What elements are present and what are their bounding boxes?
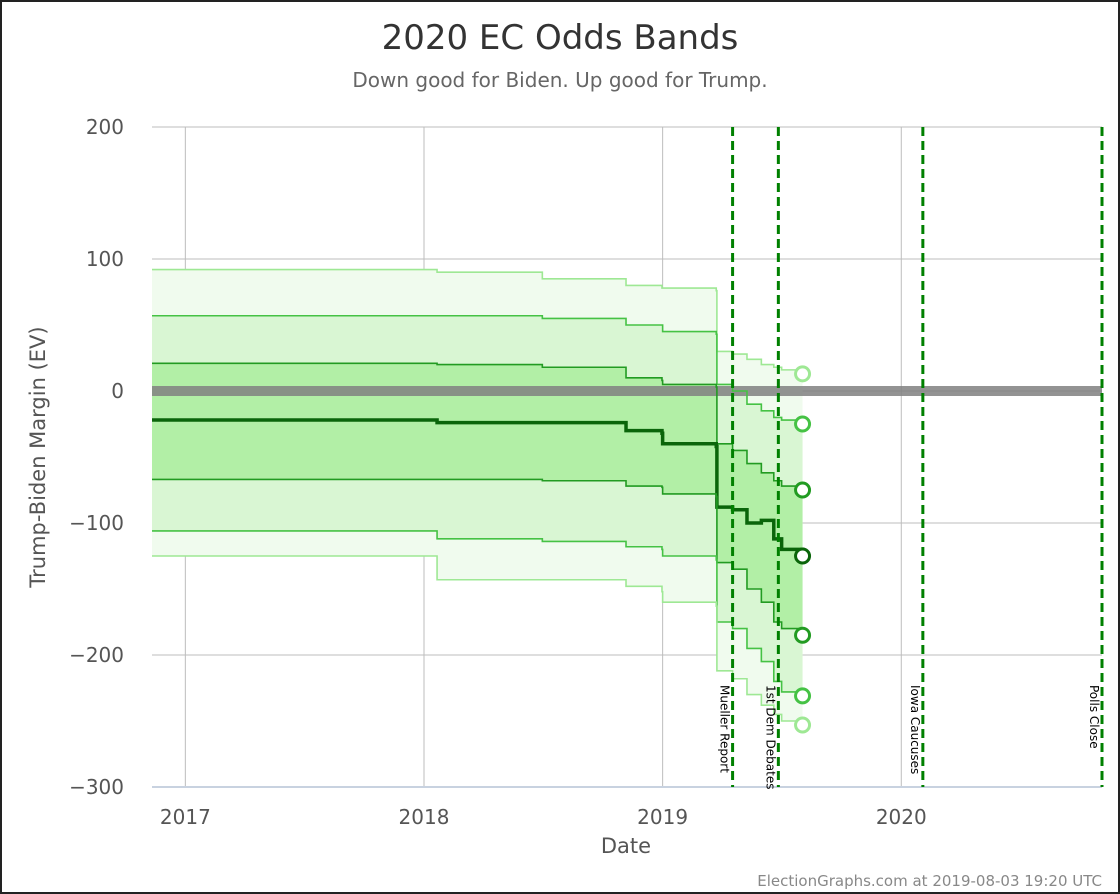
end-marker-3 bbox=[794, 481, 812, 499]
band-line-7 bbox=[152, 555, 804, 725]
x-tick-label: 2020 bbox=[876, 805, 927, 829]
y-tick-label: −100 bbox=[69, 511, 124, 535]
event-markers: Mueller Report 1st Dem Debates Iowa Caucus… bbox=[718, 127, 1104, 789]
band-line-6 bbox=[152, 530, 804, 696]
event-label-1: Mueller Report bbox=[718, 685, 732, 773]
y-tick-label: −200 bbox=[69, 643, 124, 667]
x-tick-label: 2019 bbox=[637, 805, 688, 829]
x-tick-label: 2018 bbox=[399, 805, 450, 829]
credit-text: ElectionGraphs.com at 2019-08-03 19:20 U… bbox=[757, 872, 1102, 890]
axis-ticks: 200 100 0 −100 −200 −300 2017 2018 2019 2020 bbox=[69, 115, 927, 829]
end-markers bbox=[794, 365, 812, 734]
event-label-4: Polls Close bbox=[1087, 685, 1101, 749]
band-lines bbox=[152, 268, 805, 725]
y-tick-label: 100 bbox=[86, 247, 124, 271]
y-tick-label: 0 bbox=[111, 379, 124, 403]
end-marker-2 bbox=[794, 415, 812, 433]
band-line-1 bbox=[152, 268, 804, 374]
end-marker-6 bbox=[794, 687, 812, 705]
y-axis-label: Trump-Biden Margin (EV) bbox=[26, 326, 50, 588]
odds-bands bbox=[152, 269, 803, 725]
chart-subtitle: Down good for Biden. Up good for Trump. bbox=[352, 68, 767, 92]
band-line-3 bbox=[152, 362, 804, 490]
y-tick-label: 200 bbox=[86, 115, 124, 139]
end-marker-5 bbox=[794, 626, 812, 644]
end-marker-7 bbox=[794, 716, 812, 734]
y-tick-label: −300 bbox=[69, 775, 124, 799]
end-marker-4 bbox=[794, 547, 812, 565]
band-line-4 bbox=[152, 418, 805, 556]
x-axis-label: Date bbox=[601, 834, 651, 858]
event-label-3: Iowa Caucuses bbox=[908, 685, 922, 774]
chart-title: 2020 EC Odds Bands bbox=[382, 18, 739, 58]
band-line-5 bbox=[152, 478, 804, 636]
end-marker-1 bbox=[794, 365, 812, 383]
band-line-2 bbox=[152, 314, 804, 424]
x-tick-label: 2017 bbox=[160, 805, 211, 829]
event-label-2: 1st Dem Debates bbox=[763, 685, 777, 789]
